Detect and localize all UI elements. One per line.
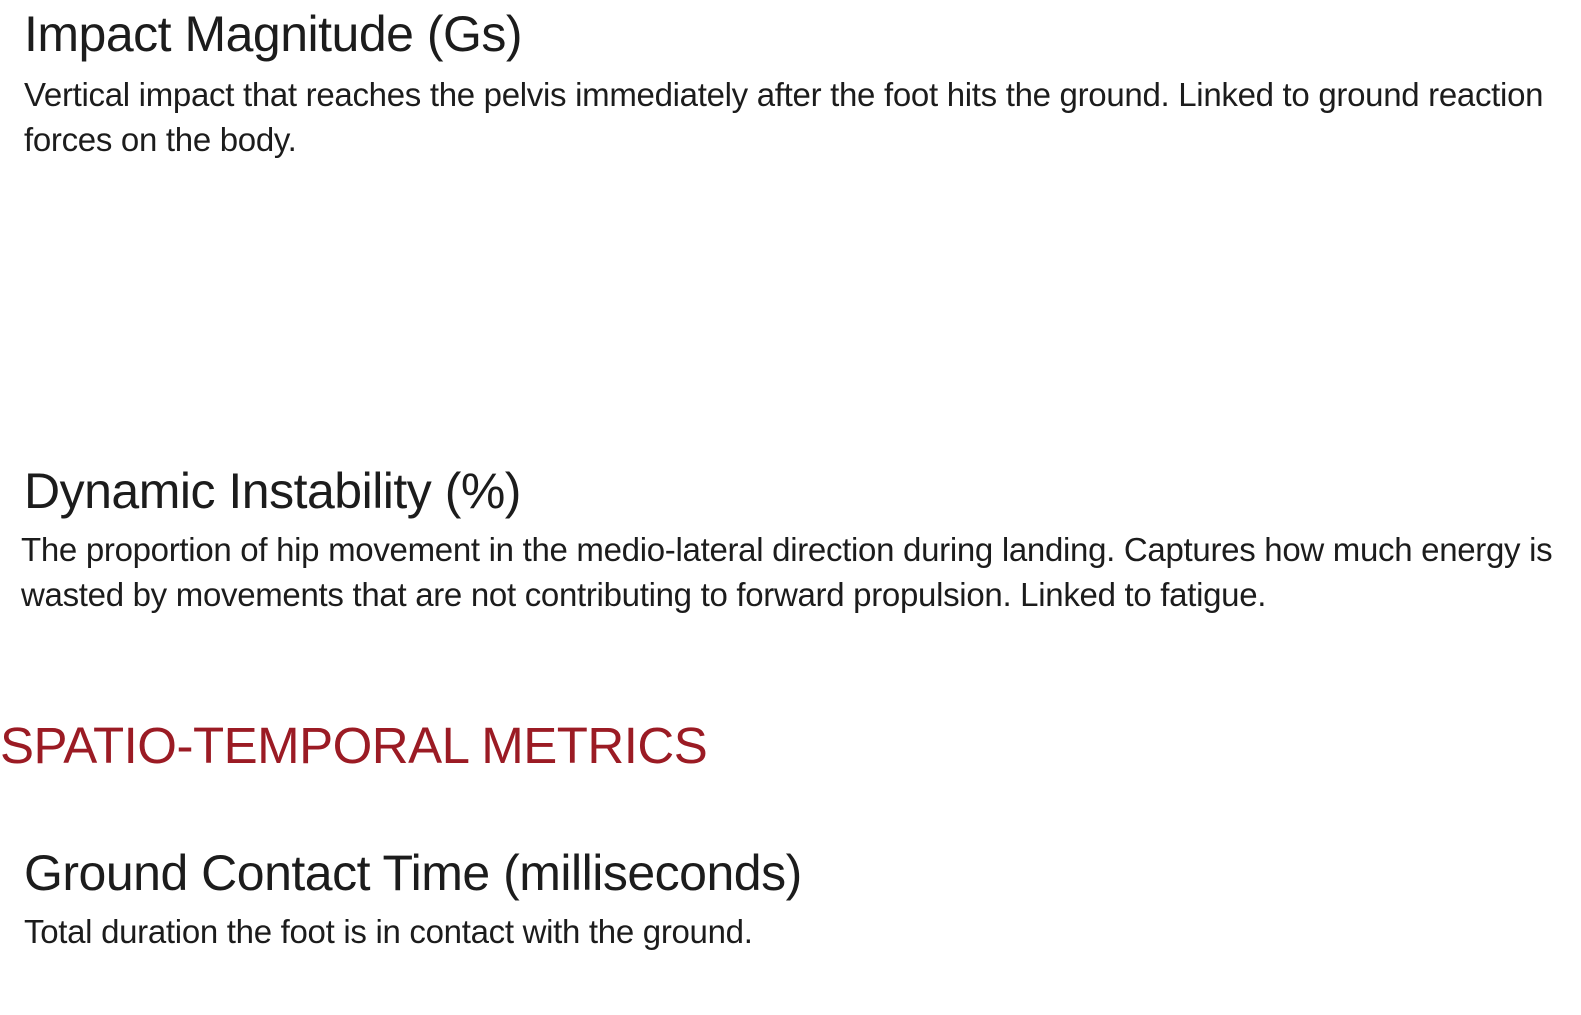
dynamic-instability-description: The proportion of hip movement in the me… — [21, 531, 1553, 613]
dynamic-instability-title: Dynamic Instability (%) — [24, 463, 521, 519]
ground-contact-time-title: Ground Contact Time (milliseconds) — [24, 845, 802, 901]
ground-contact-time-section: Ground Contact Time (milliseconds) Total… — [24, 843, 1574, 954]
spatio-temporal-section-heading: SPATIO-TEMPORAL METRICS — [0, 717, 708, 774]
ground-contact-time-description: Total duration the foot is in contact wi… — [24, 913, 753, 950]
impact-magnitude-section: Impact Magnitude (Gs) Vertical impact th… — [24, 4, 1574, 162]
impact-magnitude-title: Impact Magnitude (Gs) — [24, 6, 523, 62]
impact-magnitude-description: Vertical impact that reaches the pelvis … — [24, 76, 1544, 158]
dynamic-instability-section: Dynamic Instability (%) The proportion o… — [21, 461, 1574, 617]
